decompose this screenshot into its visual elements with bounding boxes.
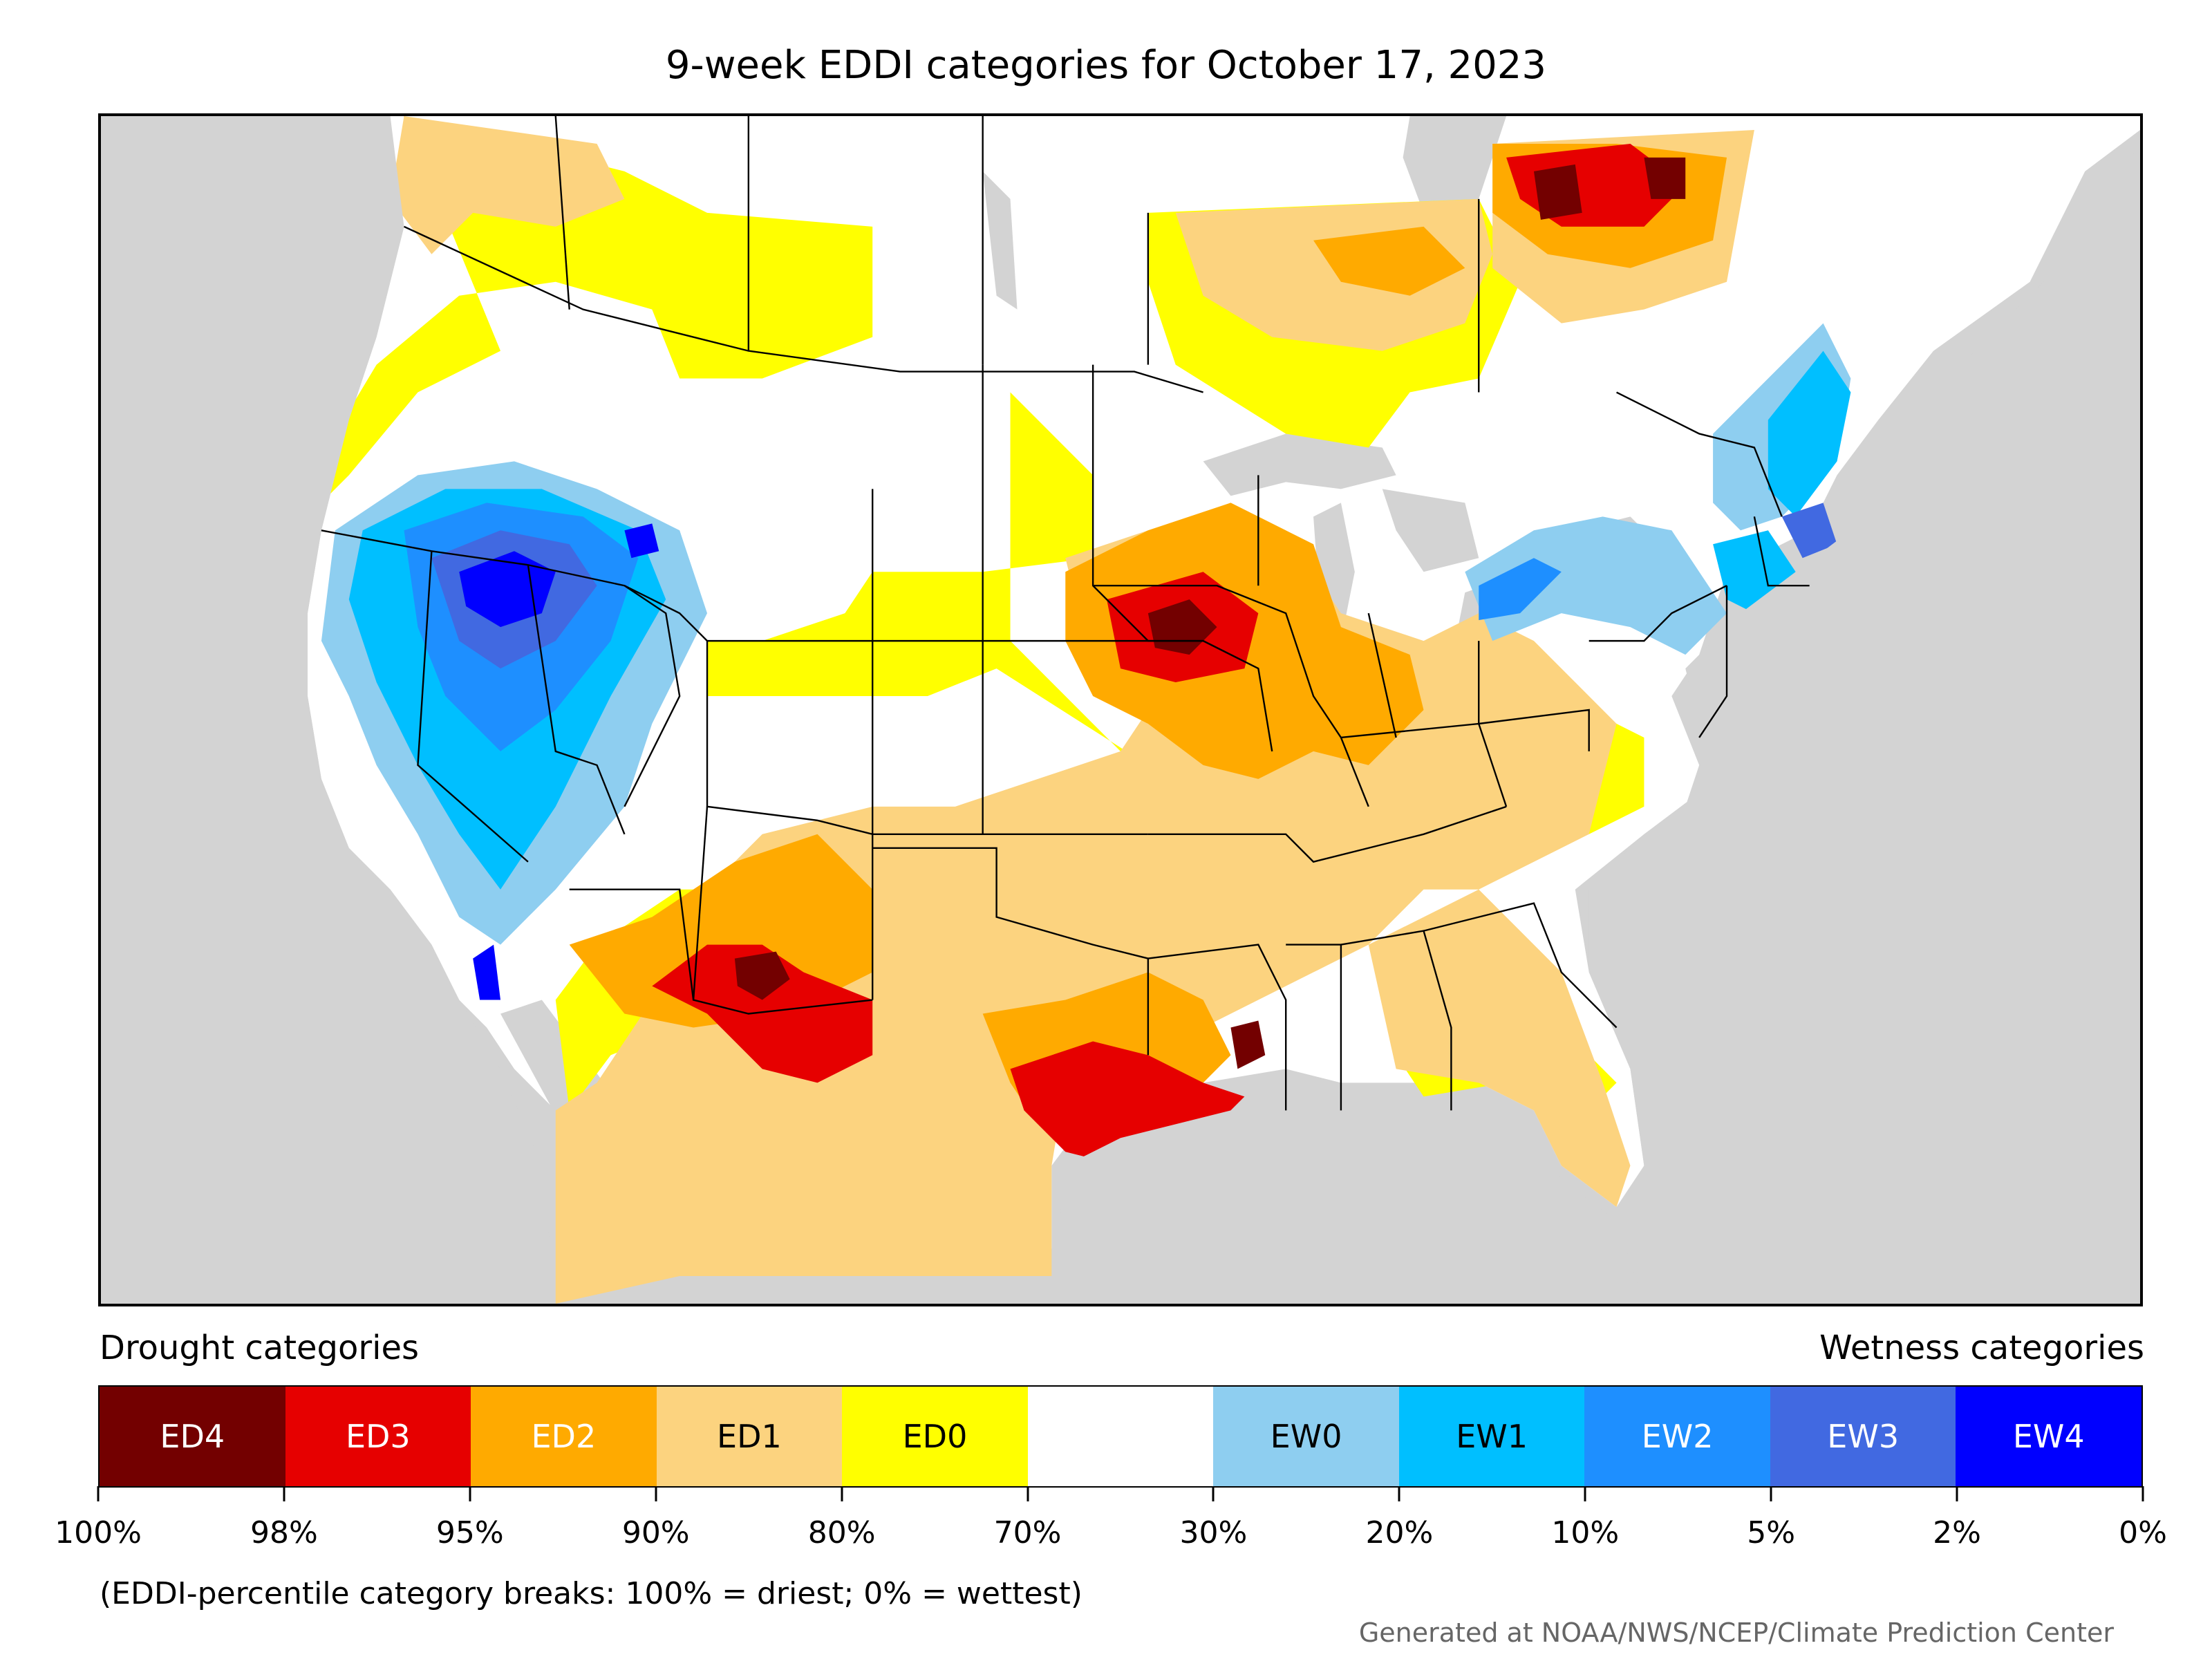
colorbar-tick-label: 95% xyxy=(435,1515,504,1550)
credit-line: Generated at NOAA/NWS/NCEP/Climate Predi… xyxy=(1358,1618,2114,1648)
hudson-bay xyxy=(982,116,1507,310)
colorbar-tick xyxy=(469,1486,471,1501)
ed3-region xyxy=(652,944,873,1083)
colorbar-tick-label: 90% xyxy=(621,1515,690,1550)
legend-swatch: ED4 xyxy=(100,1387,285,1486)
ed2-region xyxy=(1313,226,1465,296)
ed1-region xyxy=(390,116,625,254)
colorbar-tick-label: 0% xyxy=(2119,1515,2167,1550)
colorbar-tick xyxy=(841,1486,843,1501)
colorbar-tick-label: 30% xyxy=(1179,1515,1248,1550)
wetness-categories-label: Wetness categories xyxy=(1819,1329,2144,1367)
colorbar-tick xyxy=(1956,1486,1958,1501)
legend-swatch: EW3 xyxy=(1770,1387,1956,1486)
pacific-ocean xyxy=(101,116,556,1304)
colorbar-tick xyxy=(283,1486,285,1501)
legend-swatch: EW1 xyxy=(1398,1387,1585,1486)
ew4-region xyxy=(473,944,501,1000)
colorbar-tick xyxy=(1770,1486,1772,1501)
ed4-region xyxy=(1533,157,1686,220)
percentile-note: (EDDI-percentile category breaks: 100% =… xyxy=(100,1576,1082,1611)
colorbar-tick xyxy=(1027,1486,1029,1501)
legend-swatch: ED0 xyxy=(842,1387,1028,1486)
colorbar-tick-label: 5% xyxy=(1747,1515,1796,1550)
boundaries xyxy=(321,116,1810,1111)
colorbar-tick-label: 20% xyxy=(1365,1515,1434,1550)
ew1-region xyxy=(1768,350,1851,517)
colorbar-tick-label: 2% xyxy=(1933,1515,1981,1550)
ew2-region xyxy=(1479,558,1562,621)
legend-swatch: ED2 xyxy=(471,1387,657,1486)
drought-categories-label: Drought categories xyxy=(100,1329,419,1367)
colorbar-tick-label: 10% xyxy=(1551,1515,1620,1550)
legend-swatch: ED3 xyxy=(285,1387,471,1486)
eddi-category-regions xyxy=(321,116,1851,1304)
ed4-region xyxy=(1230,1020,1266,1069)
legend-swatch: EW0 xyxy=(1213,1387,1399,1486)
legend-swatch xyxy=(1027,1387,1214,1486)
colorbar-tick xyxy=(2141,1486,2144,1501)
ed4-region xyxy=(734,951,790,1000)
colorbar-tick-label: 100% xyxy=(55,1515,142,1550)
colorbar-tick-label: 98% xyxy=(250,1515,318,1550)
eddi-map xyxy=(98,113,2143,1306)
atlantic-ocean xyxy=(1588,143,2140,1304)
colorbar-tick xyxy=(655,1486,657,1501)
map-title: 9-week EDDI categories for October 17, 2… xyxy=(665,43,1547,88)
colorbar-tick xyxy=(1398,1486,1400,1501)
legend-swatch: EW4 xyxy=(1956,1387,2142,1486)
legend-swatch: EW2 xyxy=(1584,1387,1770,1486)
ew3-region xyxy=(1781,503,1837,559)
colorbar-tick xyxy=(1584,1486,1586,1501)
ew4-region xyxy=(459,551,556,628)
colorbar-tick-labels: 100% 98% 95% 90% 80% 70% 30% 20% 10% 5% 2% 0% xyxy=(55,1515,2167,1557)
colorbar-tick xyxy=(97,1486,100,1501)
ew0-region xyxy=(1465,516,1727,655)
category-colorbar: ED4 ED3 ED2 ED1 ED0 EW0 EW1 EW2 EW3 EW4 xyxy=(98,1385,2143,1488)
colorbar-ticks xyxy=(97,1486,2144,1503)
colorbar-tick xyxy=(1212,1486,1215,1501)
colorbar-tick-label: 80% xyxy=(807,1515,876,1550)
legend-swatch: ED1 xyxy=(656,1387,843,1486)
map-canvas xyxy=(101,116,2140,1304)
gulf-of-mexico xyxy=(1051,1110,1644,1304)
ew4-region xyxy=(624,523,659,559)
colorbar-tick-label: 70% xyxy=(993,1515,1062,1550)
